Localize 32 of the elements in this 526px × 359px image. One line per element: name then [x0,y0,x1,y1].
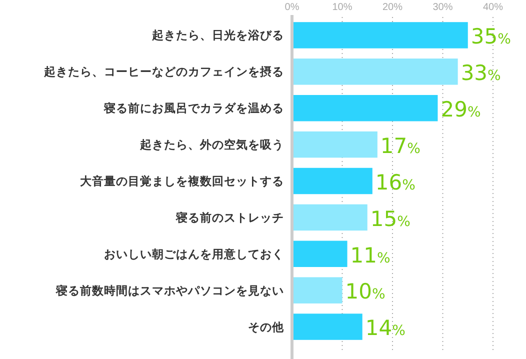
y-tick-label: おいしい朝ごはんを用意しておく [104,246,284,261]
y-tick-label: 起きたら、外の空気を吸う [139,138,284,152]
y-tick-label: 起きたら、日光を浴びる [151,28,284,42]
data-label: 29% [440,98,481,122]
data-label: 15% [370,206,410,231]
x-tick-label: 10% [332,2,352,13]
bar [292,240,348,268]
bar [292,22,468,48]
data-label: 14% [365,316,406,340]
y-tick-label: 寝る前のストレッチ [175,210,284,224]
bar [292,204,368,231]
y-tick-label: 起きたら、コーヒーなどのカフェインを摂る [43,64,284,79]
bar [292,58,458,85]
x-tick-label: 0% [284,2,300,13]
data-label: 11% [350,243,390,268]
bar [292,277,342,304]
x-tick-label: 20% [382,2,403,13]
data-label: 16% [375,170,416,194]
bar [292,131,378,158]
y-tick-label: 大音量の目覚ましを複数回セットする [80,174,284,188]
x-tick-label: 30% [432,2,453,13]
y-tick-label: 寝る前にお風呂でカラダを温める [103,101,284,116]
data-label: 10% [345,280,386,304]
y-tick-label: その他 [248,320,285,334]
y-tick-label: 寝る前数時間はスマホやパソコンを見ない [55,283,284,298]
data-label: 35% [470,24,511,49]
bar [292,168,372,194]
x-tick-label: 40% [482,2,504,13]
bar [292,94,438,122]
data-label: 33% [460,61,501,86]
bar [292,314,362,340]
data-label: 17% [380,134,420,158]
